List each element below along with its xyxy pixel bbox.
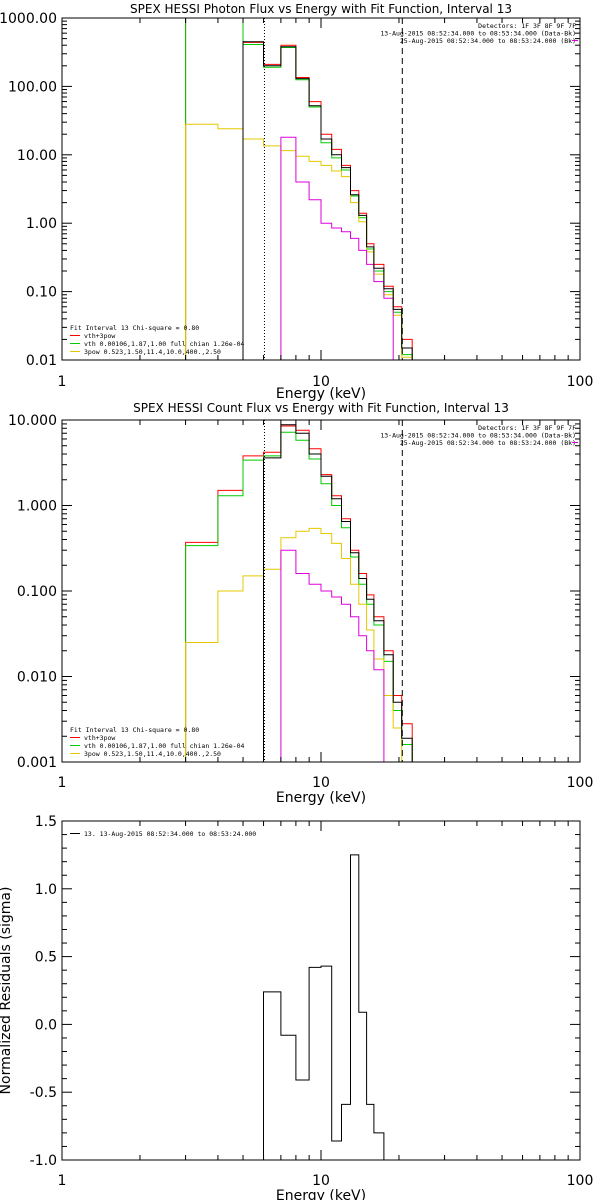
x-tick-label: 10 [312, 374, 330, 390]
y-tick-label: 0.0 [35, 1017, 57, 1033]
header-line: 25-Aug-2015 08:52:34.000 to 08:53:24.000… [400, 37, 576, 45]
header-line: Detectors: 1F 3F 8F 9F 7F [478, 22, 576, 30]
x-tick-label: 1 [58, 374, 67, 390]
legend-entry: 3pow 0.523,1.50,11.4,10.0,400.,2.50 [84, 348, 221, 356]
y-tick-label: 1.5 [35, 814, 57, 830]
y-tick-label: -0.5 [30, 1085, 57, 1101]
y-tick-label: 1000.00 [0, 11, 57, 27]
legend-entry: 13. 13-Aug-2015 08:52:34.000 to 08:53:24… [84, 830, 256, 838]
y-tick-label: 0.010 [17, 670, 57, 686]
chart-title: SPEX HESSI Count Flux vs Energy with Fit… [133, 401, 509, 415]
series-line-1 [185, 17, 413, 360]
plot-frame [61, 820, 581, 1161]
legend-entry: vth 0.00106,1.87,1.00 full chian 1.26e-0… [84, 340, 245, 348]
x-tick-label: 10 [312, 1173, 330, 1189]
series-line-4 [280, 549, 385, 762]
header-line: Detectors: 1F 3F 8F 9F 7F [478, 424, 576, 432]
legend-entry: vth+3pow [84, 332, 115, 340]
series-line-3 [185, 527, 413, 763]
legend-entry: vth+3pow [84, 734, 115, 742]
y-tick-label: 100.00 [8, 79, 57, 95]
x-axis-label: Energy (keV) [276, 1188, 366, 1200]
header-line: 13-Aug-2015 08:52:34.000 to 08:53:34.000… [380, 30, 576, 38]
y-tick-label: 1.0 [35, 882, 57, 898]
x-tick-label: 100 [567, 1173, 594, 1189]
x-axis-label: Energy (keV) [276, 790, 366, 806]
legend-entry: 3pow 0.523,1.50,11.4,10.0,400.,2.50 [84, 750, 221, 758]
legend-entry: Fit Interval 13 Chi-square = 0.80 [70, 726, 199, 734]
series-line-2 [185, 431, 413, 762]
y-tick-label: 1.000 [17, 499, 57, 515]
legend-entry: vth 0.00106,1.87,1.00 full chian 1.26e-0… [84, 742, 245, 750]
x-tick-label: 1 [58, 1173, 67, 1189]
series-line-1 [185, 425, 413, 762]
y-tick-label: 10.00 [17, 148, 57, 164]
series-line-1 [263, 854, 402, 1161]
header-line: 13-Aug-2015 08:52:34.000 to 08:53:34.000… [380, 432, 576, 440]
x-tick-label: 100 [567, 374, 594, 390]
x-tick-label: 10 [312, 775, 330, 791]
series-line-3 [185, 123, 413, 360]
chart-title: SPEX HESSI Photon Flux vs Energy with Fi… [130, 2, 512, 16]
y-tick-label: 10.000 [8, 413, 57, 429]
header-line: 25-Aug-2015 08:52:34.000 to 08:53:24.000… [400, 439, 576, 447]
y-tick-label: -1.0 [30, 1153, 57, 1169]
y-tick-label: 0.01 [26, 353, 57, 369]
chart-panel-3: 1 10 100 -1.0 -0.5 0.0 0.5 1.0 1.5 Energy (keV) No… [0, 814, 593, 1200]
y-tick-label: 0.100 [17, 584, 57, 600]
y-tick-label: 0.5 [35, 950, 57, 966]
x-axis-label: Energy (keV) [276, 386, 366, 402]
legend-entry: Fit Interval 13 Chi-square = 0.80 [70, 324, 199, 332]
series-line-2 [185, 17, 413, 360]
x-tick-label: 1 [58, 775, 67, 791]
plot-frame [61, 17, 581, 361]
chart-panel-2: 1 10 100 0.001 0.010 0.100 1.000 10.000 SPEX HES… [8, 401, 593, 806]
series-line-4 [280, 136, 394, 360]
y-axis-label: Normalized Residuals (sigma) [0, 887, 14, 1095]
y-tick-label: 1.00 [26, 216, 57, 232]
chart-panel-1: 1 10 100 0.01 0.10 1.00 10.00 100.00 1000.00 SPEX… [0, 2, 593, 402]
series-line-5 [263, 424, 413, 762]
y-tick-label: 0.001 [17, 755, 57, 771]
series-line-5 [242, 41, 413, 360]
y-tick-label: 0.10 [26, 285, 57, 301]
x-tick-label: 100 [567, 775, 594, 791]
